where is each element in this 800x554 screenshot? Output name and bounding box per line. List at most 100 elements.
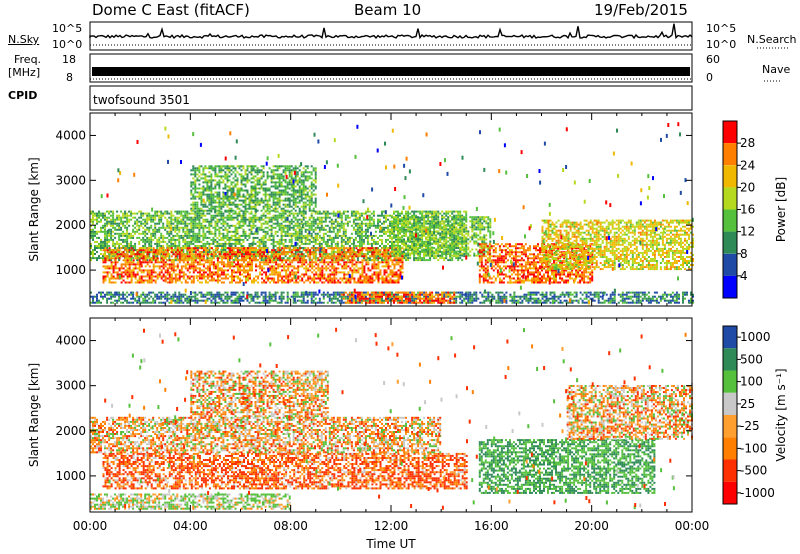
power-cell xyxy=(132,267,135,270)
power-cell xyxy=(176,224,179,227)
power-cell xyxy=(288,226,291,229)
power-cell xyxy=(126,255,129,258)
power-cell xyxy=(106,240,109,243)
power-cell xyxy=(146,232,149,235)
power-cell xyxy=(196,263,199,266)
power-cell xyxy=(284,218,287,221)
power-cell xyxy=(146,271,149,274)
power-cell xyxy=(443,222,446,225)
power-cell xyxy=(314,226,317,229)
power-cell xyxy=(383,251,386,254)
power-cell xyxy=(136,212,139,215)
power-cell xyxy=(176,226,179,229)
power-cell xyxy=(202,259,205,262)
power-cell xyxy=(224,269,227,272)
power-cell xyxy=(289,263,292,266)
power-cell xyxy=(370,216,373,219)
power-cell xyxy=(262,257,265,260)
power-cell xyxy=(190,181,193,184)
power-cell xyxy=(210,195,213,198)
power-cell xyxy=(325,261,328,264)
power-cell xyxy=(210,193,213,196)
power-cell xyxy=(311,263,314,266)
power-cell xyxy=(335,255,338,258)
power-cell xyxy=(160,240,163,243)
power-cell xyxy=(419,242,422,245)
power-cell xyxy=(371,279,374,282)
power-cell xyxy=(192,209,195,212)
power-cell xyxy=(288,212,291,215)
power-cell xyxy=(427,214,430,217)
power-cell xyxy=(289,271,292,274)
power-cell xyxy=(417,257,420,260)
power-cell xyxy=(156,251,159,254)
power-cell xyxy=(112,253,115,256)
power-cell xyxy=(138,224,141,227)
power-cell xyxy=(312,249,315,251)
power-cell xyxy=(114,277,117,280)
power-cell xyxy=(176,279,179,282)
power-cell xyxy=(202,224,205,227)
power-cell xyxy=(330,218,333,221)
power-cell xyxy=(342,226,345,229)
power-cell xyxy=(130,218,133,221)
power-cell xyxy=(184,242,187,245)
power-cell xyxy=(445,226,448,229)
power-cell xyxy=(250,226,253,229)
power-cell xyxy=(148,249,151,251)
power-cell xyxy=(395,259,397,262)
power-cell xyxy=(120,271,123,274)
power-cell xyxy=(216,269,219,272)
power-cell xyxy=(124,257,127,260)
power-cell xyxy=(110,210,113,213)
power-cell xyxy=(379,261,382,264)
power-cell xyxy=(455,234,458,237)
power-cell xyxy=(144,232,147,235)
power-cell xyxy=(172,242,175,245)
power-cell xyxy=(170,259,173,262)
power-cell xyxy=(283,265,286,268)
power-cell xyxy=(413,226,416,229)
power-cell xyxy=(411,222,414,225)
power-cell xyxy=(245,277,247,280)
power-cell xyxy=(327,255,330,258)
power-cell xyxy=(385,253,388,256)
power-cell xyxy=(148,240,151,243)
power-cell xyxy=(312,230,315,233)
power-cell xyxy=(377,281,380,284)
power-cell xyxy=(375,265,378,268)
power-cell xyxy=(361,273,364,276)
power-cell xyxy=(136,230,139,233)
power-cell xyxy=(407,249,410,251)
power-cell xyxy=(401,263,404,266)
power-cell xyxy=(271,249,274,252)
power-cell xyxy=(272,234,275,237)
power-cell xyxy=(361,275,364,278)
power-cell xyxy=(387,226,389,229)
power-cell xyxy=(208,263,211,266)
power-cell xyxy=(375,263,378,266)
power-cell xyxy=(311,261,314,264)
power-cell xyxy=(154,212,157,215)
power-cell xyxy=(237,267,239,270)
power-cell xyxy=(379,249,382,252)
power-cell xyxy=(124,259,127,262)
power-cell xyxy=(124,212,127,215)
power-cell xyxy=(252,238,255,241)
power-cell xyxy=(96,251,98,253)
power-cell xyxy=(96,232,98,235)
power-cell xyxy=(307,255,310,258)
power-cell xyxy=(377,273,380,276)
power-cell xyxy=(431,222,434,225)
power-cell xyxy=(300,255,303,258)
power-cell xyxy=(178,242,181,245)
power-cell xyxy=(114,259,117,262)
power-cell xyxy=(222,251,225,253)
power-cell xyxy=(90,220,92,223)
power-cell xyxy=(227,263,229,266)
power-cell xyxy=(216,214,219,217)
power-cell xyxy=(395,273,398,276)
power-cell xyxy=(220,212,223,215)
power-cell xyxy=(312,240,315,243)
power-cell xyxy=(283,259,286,262)
